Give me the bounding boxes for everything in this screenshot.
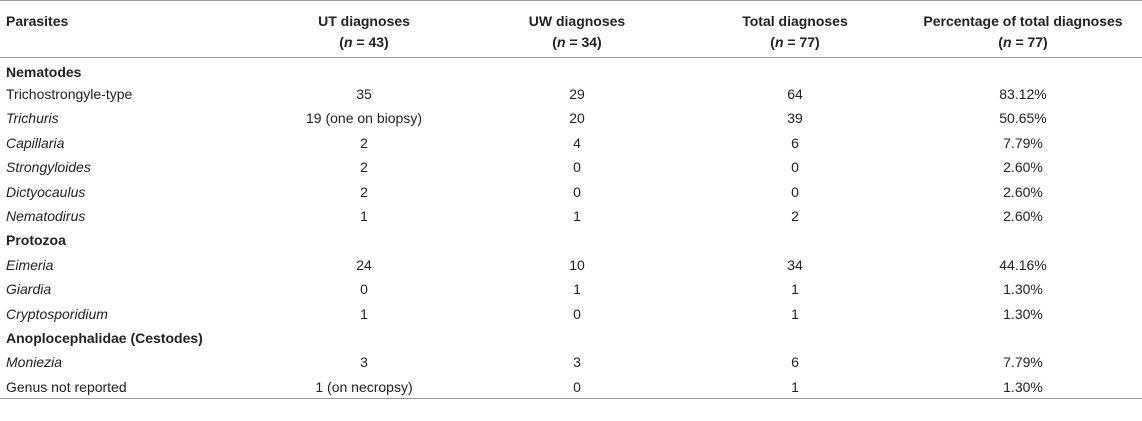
uw-value: 0 xyxy=(573,159,581,176)
table-row: Nematodirus 1 1 2 2.60% xyxy=(0,204,1142,228)
section-title: Protozoa xyxy=(6,232,66,249)
total-value: 39 xyxy=(787,110,803,127)
ut-value: 1 xyxy=(360,305,368,322)
header-percentage: Percentage of total diagnoses (n = 77) xyxy=(904,0,1142,58)
parasite-name: Moniezia xyxy=(6,354,63,371)
total-value: 34 xyxy=(787,256,803,273)
percentage-value: 2.60% xyxy=(1003,183,1043,200)
percentage-value: 83.12% xyxy=(999,86,1047,103)
percentage-value: 1.30% xyxy=(1003,305,1043,322)
total-value: 6 xyxy=(791,134,799,151)
ut-value: 2 xyxy=(360,183,368,200)
uw-value: 20 xyxy=(569,110,585,127)
total-value: 6 xyxy=(791,354,799,371)
table-row: Giardia 0 1 1 1.30% xyxy=(0,277,1142,301)
table-row: Genus not reported 1 (on necropsy) 0 1 1… xyxy=(0,374,1142,400)
uw-value: 1 xyxy=(573,208,581,225)
percentage-value: 7.79% xyxy=(1003,134,1043,151)
ut-value: 3 xyxy=(360,354,368,371)
ut-value: 0 xyxy=(360,281,368,298)
parasite-name: Nematodirus xyxy=(6,208,86,225)
percentage-value: 2.60% xyxy=(1003,159,1043,176)
ut-value: 24 xyxy=(356,256,372,273)
section-title: Anoplocephalidae (Cestodes) xyxy=(6,329,203,346)
header-count: (n = 77) xyxy=(998,34,1048,50)
header-label: UT diagnoses xyxy=(318,13,410,29)
percentage-value: 1.30% xyxy=(904,374,1142,400)
ut-value: 2 xyxy=(360,159,368,176)
percentage-value: 1.30% xyxy=(1003,281,1043,298)
ut-value: 1 xyxy=(360,208,368,225)
uw-value: 0 xyxy=(573,305,581,322)
percentage-value: 44.16% xyxy=(999,256,1047,273)
total-value: 2 xyxy=(791,208,799,225)
total-value: 1 xyxy=(686,374,904,400)
parasite-name: Trichostrongyle-type xyxy=(6,86,133,103)
uw-value: 0 xyxy=(468,374,686,400)
table-row: Eimeria 24 10 34 44.16% xyxy=(0,253,1142,277)
table-row: Capillaria 2 4 6 7.79% xyxy=(0,131,1142,155)
section-row-nematodes: Nematodes xyxy=(0,58,1142,82)
table-row: Moniezia 3 3 6 7.79% xyxy=(0,350,1142,374)
total-value: 64 xyxy=(787,86,803,103)
parasite-name: Genus not reported xyxy=(0,374,260,400)
ut-value: 2 xyxy=(360,134,368,151)
ut-value: 35 xyxy=(356,86,372,103)
parasite-name: Trichuris xyxy=(6,110,59,127)
table-row: Trichuris 19 (one on biopsy) 20 39 50.65… xyxy=(0,106,1142,130)
header-uw-diagnoses: UW diagnoses (n = 34) xyxy=(468,0,686,58)
parasite-name: Eimeria xyxy=(6,256,54,273)
header-label: UW diagnoses xyxy=(528,13,626,29)
parasite-diagnoses-table: Parasites UT diagnoses (n = 43) UW diagn… xyxy=(0,0,1142,400)
parasite-name: Giardia xyxy=(6,281,52,298)
table-row: Cryptosporidium 1 0 1 1.30% xyxy=(0,301,1142,325)
uw-value: 1 xyxy=(573,281,581,298)
uw-value: 0 xyxy=(573,183,581,200)
table-row: Trichostrongyle-type 35 29 64 83.12% xyxy=(0,82,1142,106)
percentage-value: 7.79% xyxy=(1003,354,1043,371)
total-value: 0 xyxy=(791,159,799,176)
total-value: 0 xyxy=(791,183,799,200)
header-label: Parasites xyxy=(6,13,69,29)
uw-value: 4 xyxy=(573,134,581,151)
parasite-name: Cryptosporidium xyxy=(6,305,108,322)
uw-value: 10 xyxy=(569,256,585,273)
table-header-row: Parasites UT diagnoses (n = 43) UW diagn… xyxy=(0,0,1142,58)
parasite-name: Dictyocaulus xyxy=(6,183,86,200)
total-value: 1 xyxy=(791,305,799,322)
total-value: 1 xyxy=(791,281,799,298)
section-row-protozoa: Protozoa xyxy=(0,228,1142,252)
header-total-diagnoses: Total diagnoses (n = 77) xyxy=(686,0,904,58)
header-count: (n = 77) xyxy=(770,34,820,50)
percentage-value: 2.60% xyxy=(1003,208,1043,225)
header-label: Total diagnoses xyxy=(742,13,848,29)
percentage-value: 50.65% xyxy=(999,110,1047,127)
header-count: (n = 43) xyxy=(339,34,389,50)
ut-value: 1 (on necropsy) xyxy=(260,374,468,400)
table-row: Dictyocaulus 2 0 0 2.60% xyxy=(0,179,1142,203)
table-row: Strongyloides 2 0 0 2.60% xyxy=(0,155,1142,179)
header-label: Percentage of total diagnoses xyxy=(923,13,1123,29)
section-title: Nematodes xyxy=(6,63,82,80)
header-count: (n = 34) xyxy=(552,34,602,50)
header-ut-diagnoses: UT diagnoses (n = 43) xyxy=(260,0,468,58)
ut-value: 19 (one on biopsy) xyxy=(306,110,422,127)
header-parasites: Parasites xyxy=(0,0,260,58)
section-row-cestodes: Anoplocephalidae (Cestodes) xyxy=(0,326,1142,350)
parasite-name: Strongyloides xyxy=(6,159,91,176)
uw-value: 29 xyxy=(569,86,585,103)
uw-value: 3 xyxy=(573,354,581,371)
parasite-name: Capillaria xyxy=(6,134,65,151)
